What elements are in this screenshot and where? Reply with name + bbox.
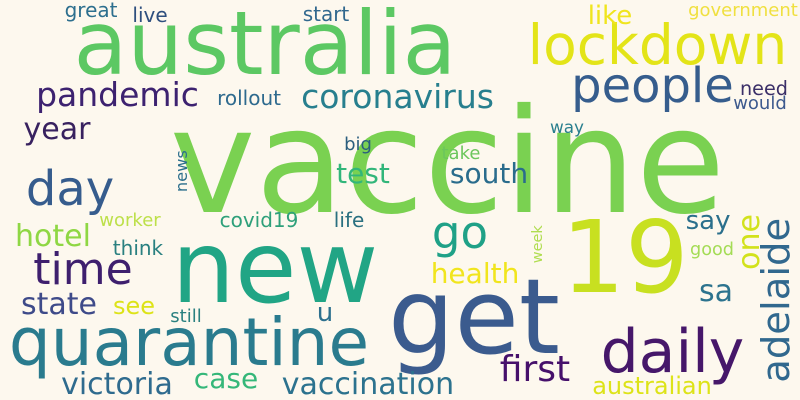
word-quarantine: quarantine [8,304,370,381]
word-way: way [550,116,584,137]
word-u: u [316,298,334,328]
word-lockdown: lockdown [527,13,788,77]
word-great: great [64,0,118,22]
word-australia: australia [73,0,457,95]
word-covid19: covid19 [219,208,299,232]
word-one: one [732,214,768,270]
word-government: government [688,0,798,21]
word-day: day [25,161,115,217]
word-health: health [430,257,520,290]
word-vaccination: vaccination [281,367,455,400]
word-get: get [388,255,560,378]
word-test: test [336,157,390,190]
word-19: 19 [561,199,689,316]
word-big: big [344,134,372,155]
word-would: would [733,93,787,114]
word-first: first [499,349,571,390]
word-australian: australian [592,372,712,400]
word-new: new [171,209,379,326]
word-rollout: rollout [217,86,281,110]
word-good: good [690,240,734,261]
word-state: state [21,287,97,322]
word-worker: worker [99,210,161,231]
word-year: year [23,112,91,147]
word-case: case [193,362,259,395]
word-vaccine: vaccine [169,78,726,247]
word-daily: daily [600,317,745,387]
word-still: still [170,306,202,327]
word-victoria: victoria [61,367,173,400]
word-sa: sa [699,274,734,309]
word-like: like [587,1,633,31]
word-life: life [333,208,365,232]
word-live: live [132,3,168,27]
word-say: say [685,206,731,236]
word-coronavirus: coronavirus [301,77,494,116]
word-go: go [431,206,488,259]
word-south: south [449,157,529,190]
word-think: think [112,236,164,260]
word-see: see [113,292,156,320]
word-start: start [302,2,350,26]
word-news: news [171,150,191,192]
word-need: need [740,77,788,101]
word-time: time [33,244,133,295]
word-people: people [571,58,734,114]
word-take: take [441,143,481,164]
word-week: week [529,225,546,264]
word-pandemic: pandemic [36,75,199,114]
word-hotel: hotel [15,219,91,254]
